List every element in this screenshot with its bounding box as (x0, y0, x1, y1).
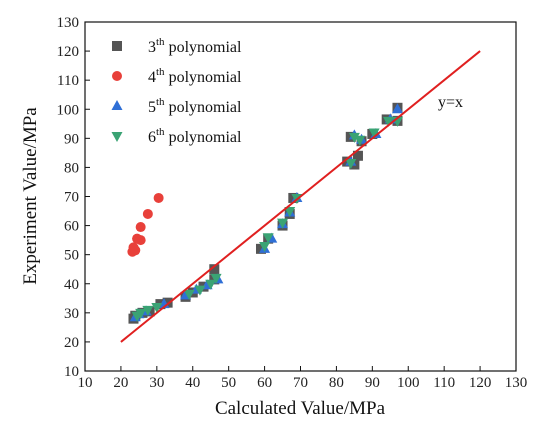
data-point (255, 243, 266, 254)
x-tick-label: 40 (185, 375, 200, 391)
data-point (142, 208, 153, 219)
data-point (210, 273, 222, 284)
data-point (183, 289, 195, 300)
y-tick-label: 60 (64, 219, 79, 235)
reference-line-y-equals-x (120, 50, 481, 343)
y-tick-label: 70 (64, 190, 79, 206)
x-tick-label: 130 (505, 375, 528, 391)
data-point (259, 241, 271, 252)
data-point (277, 218, 289, 229)
data-point (162, 297, 173, 308)
series-6th-polynomial (131, 116, 403, 322)
data-point (354, 135, 366, 146)
y-tick-label: 90 (64, 131, 79, 147)
data-point (153, 192, 164, 203)
x-tick-label: 30 (149, 375, 164, 391)
data-point (209, 264, 220, 275)
y-axis-ticks: 10 20 30 40 50 60 70 80 90 100 110 120 130 (57, 15, 90, 380)
legend-label: 6th polynomial (148, 126, 242, 146)
data-point (382, 116, 394, 127)
data-point (345, 159, 357, 170)
y-tick-label: 40 (64, 277, 79, 293)
x-tick-label: 70 (293, 375, 308, 391)
y-tick-label: 80 (64, 160, 79, 176)
data-point (142, 305, 154, 316)
data-point (135, 308, 147, 319)
y-tick-label: 10 (64, 364, 79, 380)
x-tick-label: 50 (221, 375, 236, 391)
legend-marker (112, 41, 122, 51)
x-axis-title: Calculated Value/MPa (215, 398, 386, 419)
data-point (352, 150, 363, 161)
data-point (151, 303, 163, 314)
x-tick-label: 120 (469, 375, 492, 391)
x-axis-ticks: 10 20 30 40 50 60 70 80 90 100 110 120 130 (78, 366, 528, 391)
y-tick-label: 110 (57, 73, 79, 89)
series-4th-polynomial (127, 192, 164, 257)
y-tick-label: 100 (57, 102, 80, 118)
data-point (135, 222, 146, 233)
y-tick-label: 120 (57, 44, 80, 60)
x-tick-label: 100 (397, 375, 420, 391)
x-tick-label: 80 (329, 375, 344, 391)
legend-label: 4th polynomial (148, 66, 242, 86)
y-axis-title: Experiment Value/MPa (20, 107, 41, 285)
y-tick-label: 50 (64, 248, 79, 264)
x-tick-label: 90 (365, 375, 380, 391)
y-tick-label: 130 (57, 15, 80, 31)
data-point (194, 285, 206, 296)
x-tick-label: 10 (78, 375, 93, 391)
x-tick-label: 110 (433, 375, 455, 391)
y-tick-label: 30 (64, 306, 79, 322)
x-tick-label: 20 (113, 375, 128, 391)
data-point (262, 233, 274, 244)
legend-marker (112, 71, 122, 81)
data-point (391, 103, 403, 114)
y-tick-label: 20 (64, 335, 79, 351)
data-point (288, 192, 299, 203)
data-point (205, 279, 217, 290)
data-point (130, 245, 141, 256)
legend: 3th polynomial 4th polynomial 5th polynomi… (111, 36, 242, 146)
legend-marker (111, 100, 123, 110)
legend-label: 5th polynomial (148, 96, 242, 116)
legend-marker (111, 132, 123, 142)
data-point (284, 207, 296, 218)
data-point (135, 235, 146, 246)
x-tick-label: 60 (257, 375, 272, 391)
data-point (348, 132, 360, 143)
legend-label: 3th polynomial (148, 36, 242, 56)
data-point (368, 128, 380, 139)
reference-line-label: y=x (438, 94, 463, 111)
